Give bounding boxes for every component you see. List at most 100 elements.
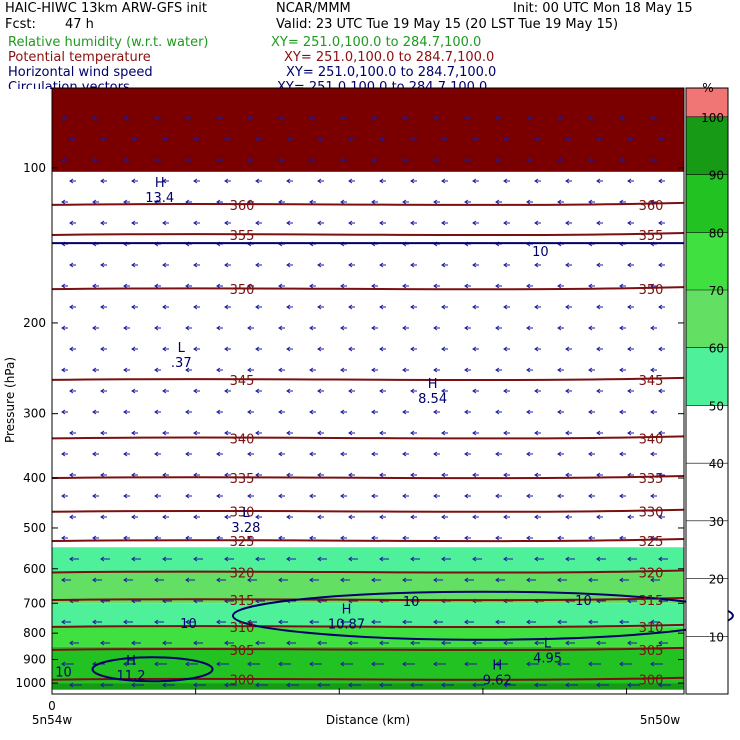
y-axis-label: Pressure (hPa) <box>3 357 17 443</box>
vector-arrow-head <box>255 430 260 436</box>
vector-arrow-head <box>216 367 221 373</box>
vector-arrow-head <box>371 577 376 583</box>
vector-arrow-head <box>379 388 384 394</box>
vector-arrow-head <box>472 472 477 478</box>
vector-arrow-head <box>224 514 229 520</box>
vector-arrow-head <box>503 136 508 142</box>
vector-arrow-head <box>340 661 345 667</box>
vector-arrow-head <box>286 514 291 520</box>
vector-arrow-head <box>154 325 159 331</box>
vector-arrow-head <box>557 661 562 667</box>
vector-arrow-head <box>627 262 632 268</box>
vector-arrow-head <box>162 640 167 646</box>
vector-arrow-head <box>317 430 322 436</box>
vector-arrow-head <box>379 682 384 688</box>
vector-arrow-head <box>123 115 128 121</box>
vector-arrow-head <box>193 220 198 226</box>
vector-arrow-head <box>410 346 415 352</box>
vector-arrow-head <box>433 451 438 457</box>
vector-arrow-head <box>193 640 198 646</box>
vector-arrow-head <box>464 199 469 205</box>
vector-arrow-head <box>627 514 632 520</box>
vector-arrow-head <box>534 640 539 646</box>
vector-arrow-head <box>619 409 624 415</box>
extremum-letter: H <box>126 654 136 669</box>
theta-contour-line <box>51 435 685 440</box>
theta-label-right: 335 <box>639 472 664 487</box>
vector-arrow-head <box>340 577 345 583</box>
vector-arrow-head <box>503 556 508 562</box>
vector-arrow-head <box>472 682 477 688</box>
vector-arrow-head <box>216 325 221 331</box>
rh-band-top <box>52 88 684 172</box>
theta-label-right: 325 <box>639 535 664 550</box>
vector-arrow-head <box>402 451 407 457</box>
y-tick-label: 400 <box>23 471 46 485</box>
vector-arrow-head <box>627 388 632 394</box>
vector-arrow-head <box>402 367 407 373</box>
vector-arrow-head <box>441 514 446 520</box>
vector-arrow-head <box>503 220 508 226</box>
vector-arrow-head <box>433 661 438 667</box>
vector-arrow-head <box>278 451 283 457</box>
vector-arrow-head <box>278 661 283 667</box>
vector-arrow-head <box>193 514 198 520</box>
vector-arrow-head <box>162 262 167 268</box>
vector-arrow-head <box>658 346 663 352</box>
vector-arrow-head <box>557 115 562 121</box>
vector-arrow-head <box>441 472 446 478</box>
theta-label-right: 340 <box>639 432 664 447</box>
vector-arrow-head <box>441 682 446 688</box>
vector-arrow-head <box>154 619 159 625</box>
vector-arrow-head <box>565 220 570 226</box>
vector-arrow-head <box>565 682 570 688</box>
vector-arrow-head <box>154 157 159 163</box>
vector-arrow-head <box>596 682 601 688</box>
vector-arrow-head <box>658 430 663 436</box>
vector-arrow-head <box>658 262 663 268</box>
vector-arrow-head <box>61 493 66 499</box>
vector-arrow-head <box>278 493 283 499</box>
vector-arrow-head <box>402 409 407 415</box>
vector-arrow-head <box>433 199 438 205</box>
extremum-value: 4.95 <box>533 651 562 666</box>
vector-arrow-head <box>69 136 74 142</box>
vector-arrow-head <box>565 262 570 268</box>
vector-arrow-head <box>503 178 508 184</box>
vector-arrow-head <box>402 619 407 625</box>
vector-arrow-head <box>154 115 159 121</box>
vector-arrow-head <box>348 346 353 352</box>
vector-arrow-head <box>379 220 384 226</box>
vector-arrow-head <box>557 409 562 415</box>
field-speed-xy: XY= 251.0,100.0 to 284.7,100.0 <box>286 65 497 80</box>
vector-arrow-head <box>69 262 74 268</box>
vector-arrow-head <box>596 304 601 310</box>
vector-arrow-head <box>255 514 260 520</box>
y-tick-label: 800 <box>23 626 46 640</box>
vector-arrow-head <box>619 157 624 163</box>
vector-arrow-head <box>588 577 593 583</box>
colorbar-frame <box>685 87 729 695</box>
vector-arrow-head <box>317 640 322 646</box>
vector-arrow-head <box>92 115 97 121</box>
vector-arrow-head <box>379 346 384 352</box>
vector-arrow-head <box>472 220 477 226</box>
vector-arrow-head <box>650 619 655 625</box>
vector-arrow-head <box>402 199 407 205</box>
vector-arrow-head <box>224 556 229 562</box>
theta-label-right: 305 <box>639 644 664 659</box>
vector-arrow-head <box>286 136 291 142</box>
vector-arrow-head <box>286 640 291 646</box>
y-tick-label: 500 <box>23 521 46 535</box>
vector-arrow-head <box>286 430 291 436</box>
vector-arrow-head <box>340 451 345 457</box>
vector-arrow-head <box>627 136 632 142</box>
vector-arrow-head <box>658 178 663 184</box>
vector-arrow-head <box>69 556 74 562</box>
vector-arrow-head <box>154 367 159 373</box>
vector-arrow-head <box>317 514 322 520</box>
vector-arrow-head <box>286 178 291 184</box>
extremum-value: 10.87 <box>328 618 365 633</box>
